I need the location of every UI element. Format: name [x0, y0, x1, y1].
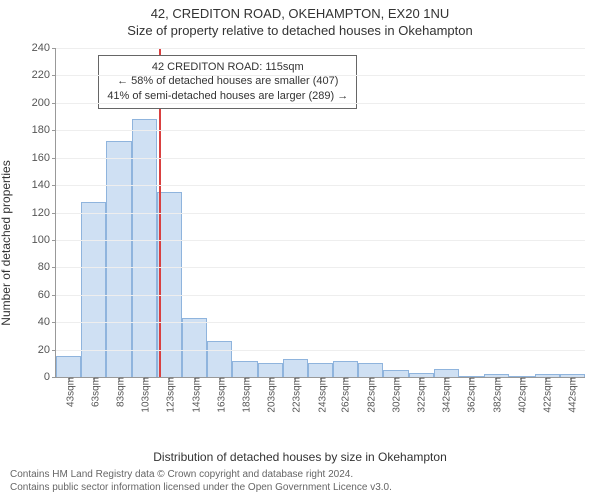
x-tick-label: 362sqm: [463, 377, 478, 413]
annotation-line: 42 CREDITON ROAD: 115sqm: [107, 60, 348, 75]
y-tick-label: 80: [38, 261, 56, 273]
plot-area: 42 CREDITON ROAD: 115sqm← 58% of detache…: [55, 48, 585, 378]
y-tick-label: 160: [32, 152, 56, 164]
y-tick-label: 220: [32, 69, 56, 81]
x-tick-label: 43sqm: [61, 377, 76, 407]
y-gridline: [56, 158, 585, 159]
histogram-bar: [258, 363, 283, 377]
y-gridline: [56, 267, 585, 268]
y-gridline: [56, 240, 585, 241]
y-tick-label: 240: [32, 42, 56, 54]
x-tick-label: 442sqm: [564, 377, 579, 413]
y-tick-label: 140: [32, 179, 56, 191]
histogram-bar: [81, 202, 106, 377]
histogram-bar: [106, 141, 131, 377]
y-tick-label: 20: [38, 344, 56, 356]
y-gridline: [56, 130, 585, 131]
x-tick-label: 382sqm: [488, 377, 503, 413]
histogram-bar: [383, 370, 408, 377]
x-tick-label: 183sqm: [237, 377, 252, 413]
histogram-bar: [207, 341, 232, 377]
footer-line-2: Contains public sector information licen…: [10, 481, 590, 494]
x-tick-label: 223sqm: [288, 377, 303, 413]
y-gridline: [56, 213, 585, 214]
y-gridline: [56, 322, 585, 323]
x-tick-label: 402sqm: [513, 377, 528, 413]
histogram-bar: [232, 361, 257, 377]
x-tick-label: 243sqm: [313, 377, 328, 413]
y-tick-label: 0: [44, 371, 56, 383]
y-tick-label: 60: [38, 289, 56, 301]
histogram-bar: [182, 318, 207, 377]
annotation-line: ← 58% of detached houses are smaller (40…: [107, 74, 348, 89]
y-gridline: [56, 185, 585, 186]
histogram-bar: [308, 363, 333, 377]
footer-attribution: Contains HM Land Registry data © Crown c…: [0, 464, 600, 494]
y-gridline: [56, 295, 585, 296]
x-tick-label: 123sqm: [162, 377, 177, 413]
y-tick-label: 180: [32, 124, 56, 136]
x-tick-label: 282sqm: [362, 377, 377, 413]
x-tick-label: 262sqm: [337, 377, 352, 413]
chart-container: Number of detached properties 42 CREDITO…: [0, 38, 600, 448]
histogram-bar: [358, 363, 383, 377]
x-tick-label: 203sqm: [263, 377, 278, 413]
y-gridline: [56, 103, 585, 104]
x-tick-label: 63sqm: [86, 377, 101, 407]
histogram-bar: [434, 369, 459, 377]
x-tick-label: 143sqm: [187, 377, 202, 413]
x-tick-label: 342sqm: [438, 377, 453, 413]
x-tick-label: 422sqm: [538, 377, 553, 413]
x-tick-label: 83sqm: [111, 377, 126, 407]
y-tick-label: 100: [32, 234, 56, 246]
y-gridline: [56, 48, 585, 49]
x-tick-label: 322sqm: [413, 377, 428, 413]
chart-title-main: 42, CREDITON ROAD, OKEHAMPTON, EX20 1NU: [0, 6, 600, 21]
histogram-bar: [333, 361, 358, 377]
x-tick-label: 103sqm: [137, 377, 152, 413]
annotation-box: 42 CREDITON ROAD: 115sqm← 58% of detache…: [98, 55, 357, 110]
y-gridline: [56, 75, 585, 76]
y-tick-label: 200: [32, 97, 56, 109]
y-axis-label: Number of detached properties: [0, 160, 13, 325]
x-tick-label: 302sqm: [387, 377, 402, 413]
x-axis-label: Distribution of detached houses by size …: [0, 450, 600, 464]
y-gridline: [56, 350, 585, 351]
histogram-bar: [283, 359, 308, 377]
y-tick-label: 40: [38, 316, 56, 328]
footer-line-1: Contains HM Land Registry data © Crown c…: [10, 468, 590, 481]
x-tick-label: 163sqm: [212, 377, 227, 413]
y-tick-label: 120: [32, 207, 56, 219]
chart-title-sub: Size of property relative to detached ho…: [0, 23, 600, 38]
histogram-bar: [56, 356, 81, 377]
